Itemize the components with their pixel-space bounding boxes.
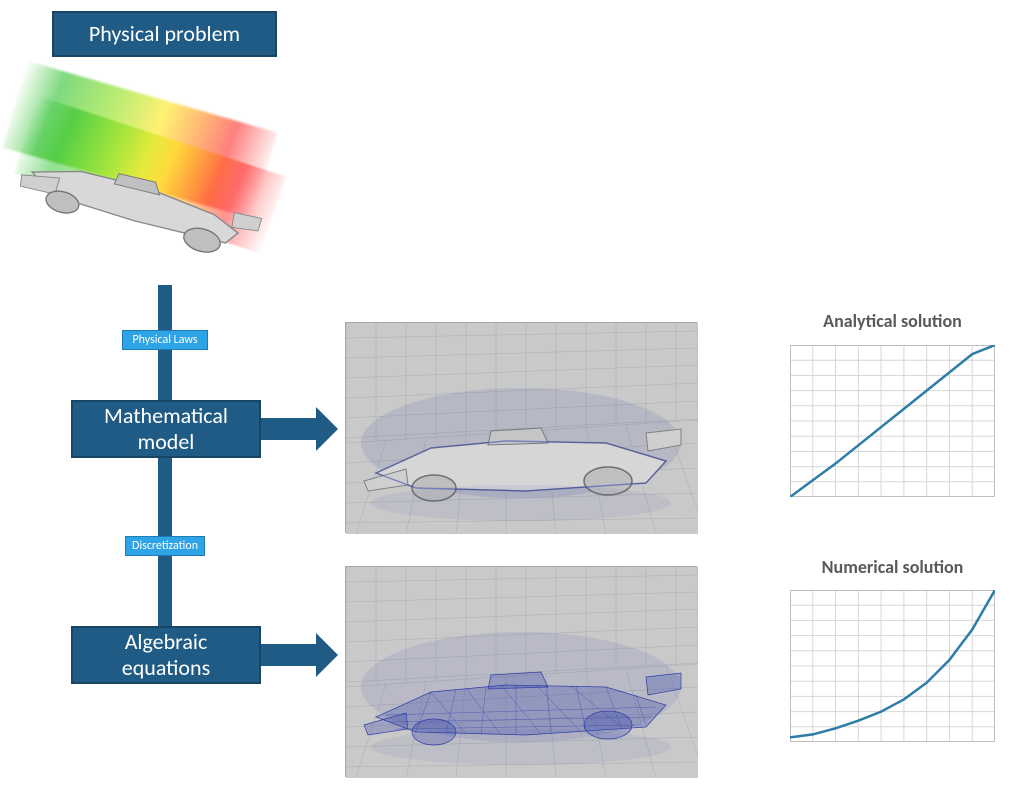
box-label: Mathematical model xyxy=(104,403,228,456)
box-discretization: Discretization xyxy=(125,536,205,556)
box-label: Discretization xyxy=(132,539,198,553)
chart-title-text: Analytical solution xyxy=(823,310,962,332)
box-physical-laws: Physical Laws xyxy=(122,330,208,350)
wireframe-illustration xyxy=(345,566,697,777)
cfd-illustration xyxy=(0,60,315,285)
box-mathematical-model: Mathematical model xyxy=(71,400,261,458)
chart-analytical xyxy=(790,345,995,497)
box-label: Physical Laws xyxy=(132,333,197,347)
box-label: Algebraic equations xyxy=(122,629,210,682)
box-algebraic-equations: Algebraic equations xyxy=(71,626,261,684)
box-label: Physical problem xyxy=(89,21,240,47)
arrow-to-wireframe xyxy=(261,644,316,666)
arrow-to-mesh xyxy=(261,418,316,440)
chart-title-numerical: Numerical solution xyxy=(790,556,995,578)
mesh-illustration xyxy=(345,322,697,533)
chart-title-analytical: Analytical solution xyxy=(790,310,995,332)
chart-numerical xyxy=(790,590,995,742)
chart-title-text: Numerical solution xyxy=(822,556,964,578)
box-physical-problem: Physical problem xyxy=(52,11,277,57)
